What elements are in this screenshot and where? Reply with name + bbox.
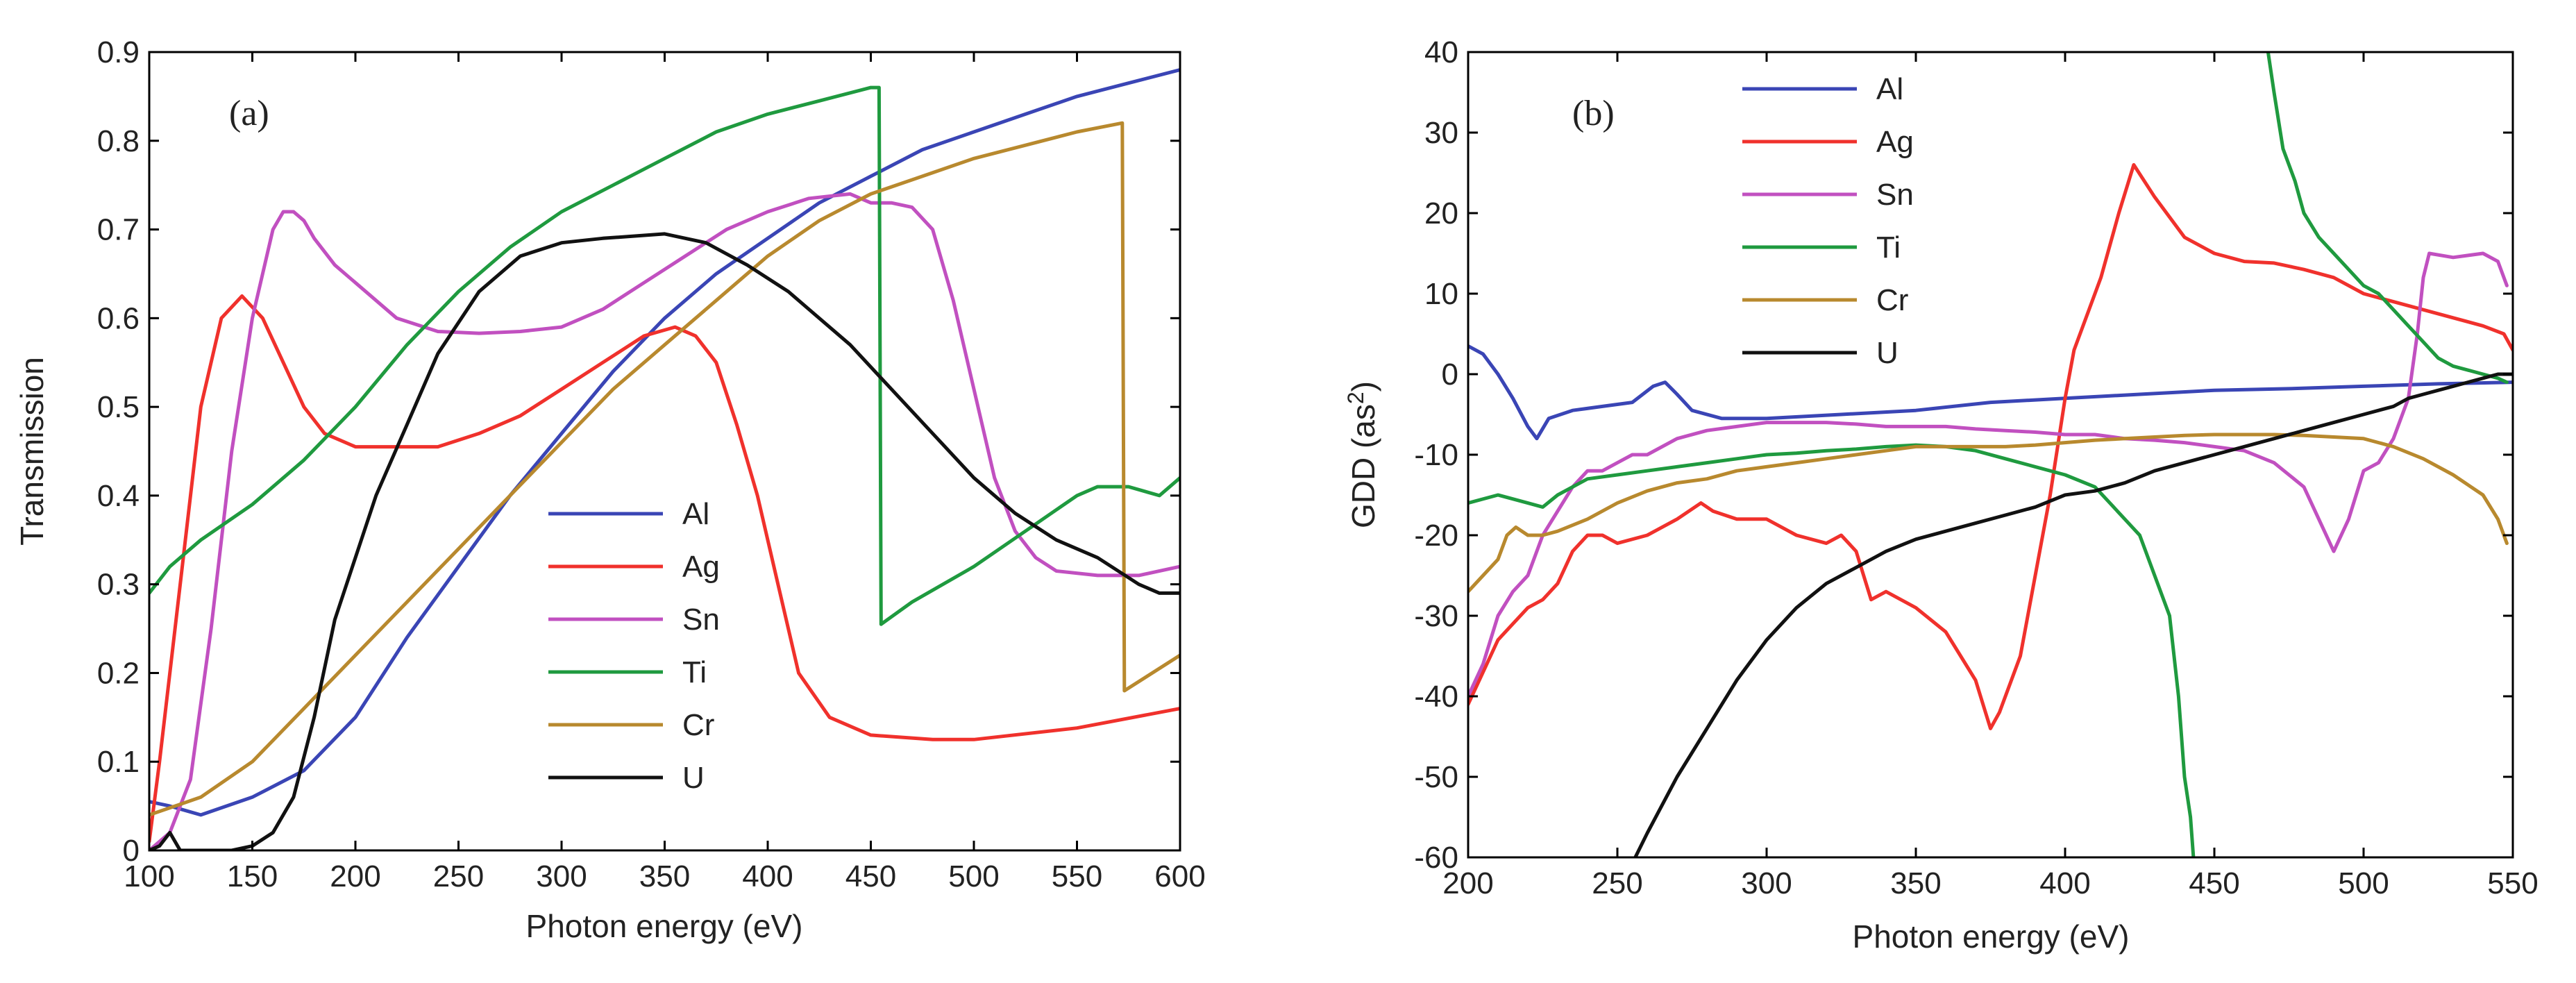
chart-a-x-tick-label: 350 bbox=[639, 859, 690, 893]
chart-a-legend-label-cr: Cr bbox=[682, 708, 714, 742]
chart-b-x-axis-label: Photon energy (eV) bbox=[1853, 918, 2130, 955]
chart-b-x-tick-label: 250 bbox=[1592, 866, 1642, 900]
chart-b-y-axis-label-superscript: 2 bbox=[1343, 392, 1368, 404]
chart-a-x-tick-label: 550 bbox=[1052, 859, 1102, 893]
chart-a-legend-label-ti: Ti bbox=[682, 655, 707, 689]
chart-b-series-ag-line bbox=[1468, 162, 2513, 730]
chart-b-y-tick-label: 0 bbox=[1442, 358, 1458, 392]
chart-a-series-cr-line bbox=[149, 121, 1180, 817]
chart-a-series-al-line bbox=[149, 68, 1180, 817]
chart-a-x-tick-label: 400 bbox=[742, 859, 793, 893]
chart-a-legend-label-u: U bbox=[682, 761, 705, 795]
chart-a-x-tick-label: 250 bbox=[433, 859, 484, 893]
chart-b-legend-label-al: Al bbox=[1876, 72, 1903, 106]
chart-b-y-tick-label: -50 bbox=[1414, 760, 1458, 794]
chart-b-y-tick-label: 40 bbox=[1424, 35, 1458, 69]
chart-b-series-sn-line bbox=[1468, 251, 2509, 698]
chart-b-x-tick-label: 500 bbox=[2338, 866, 2389, 900]
chart-a-panel-label: (a) bbox=[229, 94, 269, 133]
chart-b-legend-label-ti: Ti bbox=[1876, 230, 1901, 264]
chart-a-y-tick-label: 0.5 bbox=[97, 390, 140, 424]
chart-a-x-tick-label: 100 bbox=[124, 859, 174, 893]
chart-a-x-tick-label: 150 bbox=[227, 859, 278, 893]
chart-a-x-tick-label: 300 bbox=[536, 859, 587, 893]
chart-b-y-tick-label: -20 bbox=[1414, 519, 1458, 553]
chart-b-legend-label-sn: Sn bbox=[1876, 178, 1914, 212]
chart-b-x-tick-label: 450 bbox=[2189, 866, 2239, 900]
chart-a-y-tick-label: 0.9 bbox=[97, 35, 140, 69]
chart-a-series-sn-line bbox=[149, 192, 1180, 850]
chart-a-y-tick-label: 0.3 bbox=[97, 568, 140, 602]
chart-b-panel-label: (b) bbox=[1572, 94, 1615, 133]
chart-b-series-ti-line-2 bbox=[2266, 52, 2509, 385]
chart-b-x-tick-label: 400 bbox=[2039, 866, 2090, 900]
chart-a-plot-frame bbox=[148, 51, 1181, 852]
chart-a-series-ti-line bbox=[149, 85, 1180, 626]
chart-b-curves bbox=[1468, 52, 2513, 857]
chart-b-x-tick-label: 550 bbox=[2487, 866, 2538, 900]
chart-a-transmission: 100 150 200 250 300 350 400 450 500 550 600 0 0.1 0.2… bbox=[14, 35, 1206, 944]
chart-b-x-tick-label: 300 bbox=[1741, 866, 1792, 900]
chart-b-series-u-line bbox=[1633, 372, 2513, 857]
chart-b-y-tick-label: -10 bbox=[1414, 438, 1458, 472]
chart-a-series-u-line bbox=[149, 232, 1180, 850]
chart-b-legend-label-u: U bbox=[1876, 336, 1899, 370]
chart-a-y-tick-label: 0.2 bbox=[97, 656, 140, 690]
chart-a-y-tick-label: 0.4 bbox=[97, 479, 140, 513]
chart-b-series-al-line bbox=[1468, 344, 2513, 441]
chart-b-x-tick-label: 200 bbox=[1442, 866, 1493, 900]
chart-b-gdd: 200 250 300 350 400 450 500 550-60-50-40-30-20-… bbox=[1343, 35, 2539, 955]
chart-b-y-tick-label: 30 bbox=[1424, 116, 1458, 150]
chart-a-y-axis-label: Transmission bbox=[14, 357, 50, 546]
chart-a-y-tick-label: 0.7 bbox=[97, 213, 140, 247]
chart-a-legend-label-sn: Sn bbox=[682, 603, 720, 637]
chart-a-legend-label-al: Al bbox=[682, 497, 709, 531]
chart-b-y-tick-label: 20 bbox=[1424, 196, 1458, 230]
chart-a-y-tick-label: 0.6 bbox=[97, 301, 140, 335]
chart-a-x-tick-label: 600 bbox=[1154, 859, 1205, 893]
chart-b-y-axis-label-prefix: GDD (as bbox=[1345, 404, 1381, 528]
chart-a-y-tick-label: 0 bbox=[123, 834, 140, 868]
chart-a-x-tick-label: 500 bbox=[948, 859, 999, 893]
chart-b-y-tick-label: 10 bbox=[1424, 277, 1458, 311]
chart-a-curves bbox=[149, 68, 1180, 850]
chart-b-x-tick-label: 350 bbox=[1890, 866, 1941, 900]
chart-b-y-axis-label: GDD (as2) bbox=[1343, 381, 1381, 528]
chart-a-x-tick-label: 200 bbox=[330, 859, 380, 893]
chart-b-y-axis-label-suffix: ) bbox=[1345, 381, 1381, 392]
chart-a-y-tick-label: 0.8 bbox=[97, 124, 140, 158]
chart-a-y-tick-label: 0.1 bbox=[97, 745, 140, 779]
chart-b-y-tick-label: -40 bbox=[1414, 680, 1458, 714]
chart-a-series-ag-line bbox=[149, 294, 1180, 843]
chart-b-legend-label-cr: Cr bbox=[1876, 283, 1908, 317]
chart-b-series-ti-line bbox=[1468, 443, 2196, 857]
chart-b-y-tick-label: -30 bbox=[1414, 599, 1458, 633]
chart-a-legend-label-ag: Ag bbox=[682, 550, 720, 584]
chart-a-x-tick-label: 450 bbox=[845, 859, 896, 893]
chart-b-legend-label-ag: Ag bbox=[1876, 125, 1914, 159]
chart-b-series-cr-line bbox=[1468, 432, 2509, 594]
chart-a-x-axis-label: Photon energy (eV) bbox=[526, 908, 803, 944]
chart-b-y-tick-label: -60 bbox=[1414, 841, 1458, 875]
